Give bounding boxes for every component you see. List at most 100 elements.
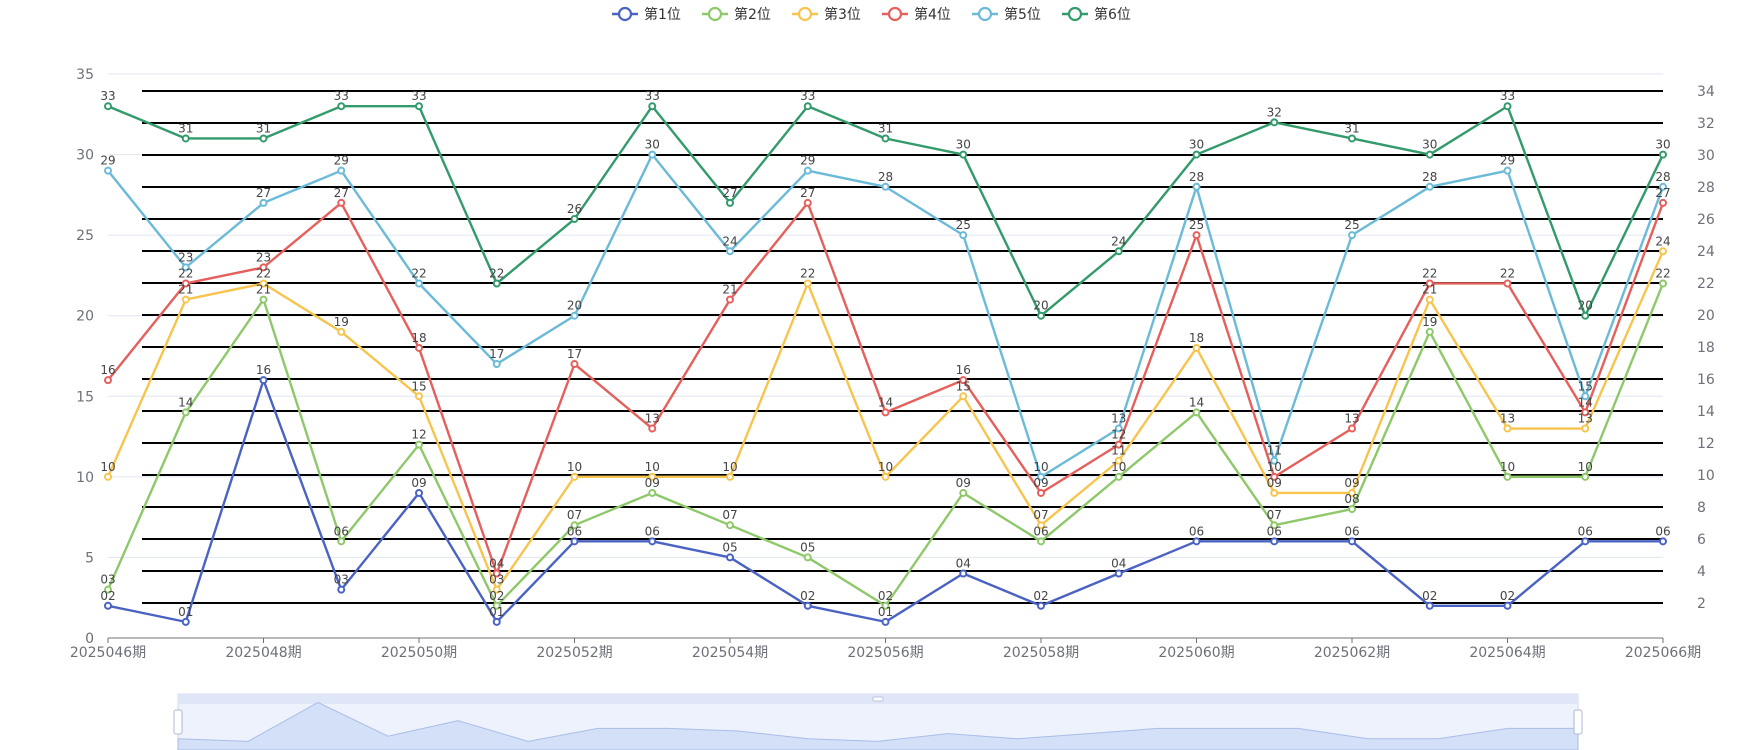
data-point[interactable] xyxy=(570,521,579,530)
data-point[interactable] xyxy=(104,376,112,385)
data-point[interactable] xyxy=(803,279,812,288)
data-point[interactable] xyxy=(104,472,112,481)
data-point[interactable] xyxy=(1425,182,1434,191)
data-point[interactable] xyxy=(1503,166,1512,175)
data-point[interactable] xyxy=(881,134,890,143)
data-point[interactable] xyxy=(259,198,268,207)
data-point[interactable] xyxy=(648,150,657,159)
data-point[interactable] xyxy=(1425,295,1434,304)
data-point[interactable] xyxy=(492,601,501,610)
data-point[interactable] xyxy=(337,585,346,594)
data-point[interactable] xyxy=(1659,279,1667,288)
data-point[interactable] xyxy=(959,488,968,497)
data-point[interactable] xyxy=(104,585,112,594)
data-point[interactable] xyxy=(1114,456,1123,465)
data-point[interactable] xyxy=(726,295,734,304)
slider-handle-right[interactable] xyxy=(1573,709,1583,735)
data-point[interactable] xyxy=(726,521,734,530)
data-point[interactable] xyxy=(1114,424,1123,433)
data-point[interactable] xyxy=(1192,408,1201,417)
data-point[interactable] xyxy=(1659,247,1667,256)
data-point[interactable] xyxy=(1192,182,1201,191)
data-point[interactable] xyxy=(104,166,112,175)
data-point[interactable] xyxy=(1037,601,1045,610)
data-point[interactable] xyxy=(803,102,812,111)
legend[interactable]: 第1位 第2位 第3位 第4位 第5位 第6位 xyxy=(612,6,1131,23)
data-point[interactable] xyxy=(259,295,268,304)
data-point[interactable] xyxy=(1348,134,1356,143)
data-point[interactable] xyxy=(1114,472,1123,481)
data-point[interactable] xyxy=(570,311,579,320)
data-point[interactable] xyxy=(803,198,812,207)
legend-item-5[interactable]: 第5位 xyxy=(972,6,1041,23)
data-point[interactable] xyxy=(1270,488,1279,497)
data-point[interactable] xyxy=(492,569,501,578)
data-point[interactable] xyxy=(181,134,190,143)
data-point[interactable] xyxy=(1503,472,1512,481)
data-point[interactable] xyxy=(959,569,968,578)
data-point[interactable] xyxy=(259,263,268,272)
data-point[interactable] xyxy=(881,601,890,610)
data-point[interactable] xyxy=(415,279,423,288)
data-point[interactable] xyxy=(803,601,812,610)
data-point[interactable] xyxy=(1037,311,1045,320)
data-point[interactable] xyxy=(1581,392,1590,401)
data-point[interactable] xyxy=(1503,424,1512,433)
data-point[interactable] xyxy=(259,376,268,385)
data-point[interactable] xyxy=(1659,537,1667,546)
data-point[interactable] xyxy=(181,408,190,417)
slider-handle-left[interactable] xyxy=(173,709,183,735)
data-point[interactable] xyxy=(337,102,346,111)
data-point[interactable] xyxy=(726,247,734,256)
data-point[interactable] xyxy=(1581,537,1590,546)
data-point[interactable] xyxy=(1425,601,1434,610)
data-point[interactable] xyxy=(415,343,423,352)
data-point[interactable] xyxy=(337,198,346,207)
data-point[interactable] xyxy=(726,198,734,207)
legend-item-4[interactable]: 第4位 xyxy=(882,6,951,23)
data-point[interactable] xyxy=(570,537,579,546)
data-point[interactable] xyxy=(181,279,190,288)
data-point[interactable] xyxy=(181,617,190,626)
data-point[interactable] xyxy=(1348,537,1356,546)
data-point[interactable] xyxy=(1425,279,1434,288)
data-point[interactable] xyxy=(648,102,657,111)
legend-item-2[interactable]: 第2位 xyxy=(702,6,771,23)
data-point[interactable] xyxy=(1425,327,1434,336)
data-point[interactable] xyxy=(259,134,268,143)
data-point[interactable] xyxy=(1348,424,1356,433)
data-point[interactable] xyxy=(1037,488,1045,497)
data-point[interactable] xyxy=(492,585,501,594)
data-point[interactable] xyxy=(803,553,812,562)
data-point[interactable] xyxy=(259,279,268,288)
data-point[interactable] xyxy=(1581,424,1590,433)
data-point[interactable] xyxy=(337,537,346,546)
data-zoom-slider[interactable] xyxy=(173,693,1583,750)
data-point[interactable] xyxy=(1348,505,1356,514)
data-point[interactable] xyxy=(1114,569,1123,578)
data-point[interactable] xyxy=(1270,472,1279,481)
data-point[interactable] xyxy=(1037,537,1045,546)
data-point[interactable] xyxy=(1037,472,1045,481)
data-point[interactable] xyxy=(1659,182,1667,191)
data-point[interactable] xyxy=(181,295,190,304)
data-point[interactable] xyxy=(881,617,890,626)
data-point[interactable] xyxy=(570,360,579,369)
data-point[interactable] xyxy=(181,263,190,272)
data-point[interactable] xyxy=(1581,472,1590,481)
data-point[interactable] xyxy=(1581,311,1590,320)
data-point[interactable] xyxy=(881,472,890,481)
data-point[interactable] xyxy=(1659,198,1667,207)
data-point[interactable] xyxy=(104,601,112,610)
data-point[interactable] xyxy=(959,376,968,385)
data-point[interactable] xyxy=(1192,537,1201,546)
data-point[interactable] xyxy=(415,392,423,401)
data-point[interactable] xyxy=(415,440,423,449)
data-point[interactable] xyxy=(648,488,657,497)
data-point[interactable] xyxy=(1192,150,1201,159)
data-point[interactable] xyxy=(1192,231,1201,240)
data-point[interactable] xyxy=(570,472,579,481)
data-point[interactable] xyxy=(1192,343,1201,352)
data-point[interactable] xyxy=(1581,408,1590,417)
data-point[interactable] xyxy=(1348,231,1356,240)
